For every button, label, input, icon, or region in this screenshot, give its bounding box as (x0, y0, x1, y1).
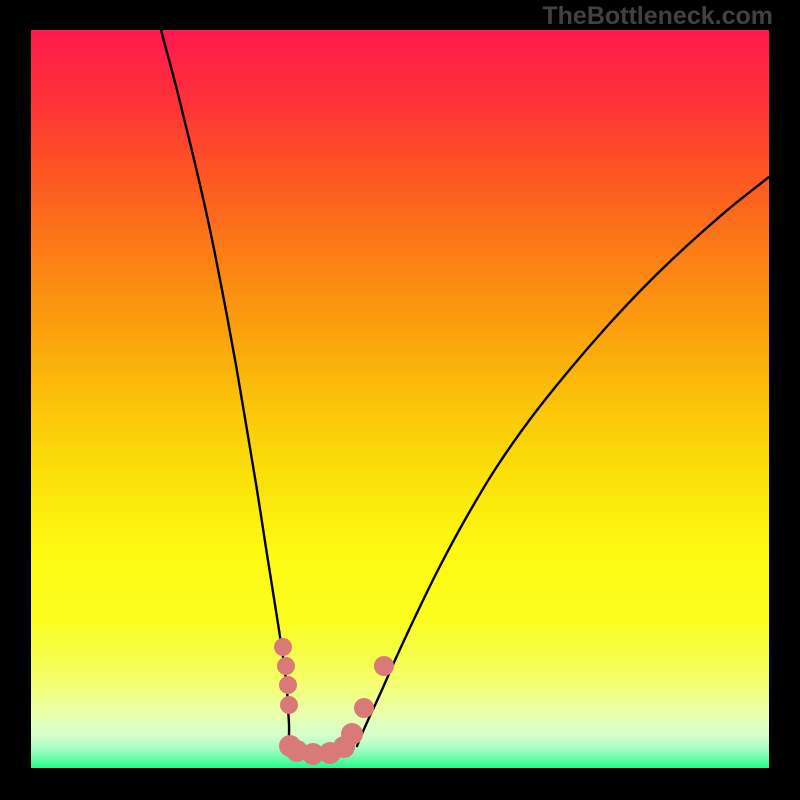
chart-container: TheBottleneck.com (0, 0, 800, 800)
plot-area (31, 30, 769, 768)
curve-right (357, 177, 769, 746)
marker-dot (354, 698, 374, 718)
curves-layer (31, 30, 769, 768)
marker-dot (274, 638, 292, 656)
watermark-text: TheBottleneck.com (542, 2, 773, 31)
marker-dot (277, 657, 295, 675)
marker-dot (374, 656, 394, 676)
marker-dot (280, 696, 298, 714)
curve-left (161, 30, 289, 746)
marker-dot (341, 723, 363, 745)
marker-dot (279, 676, 297, 694)
